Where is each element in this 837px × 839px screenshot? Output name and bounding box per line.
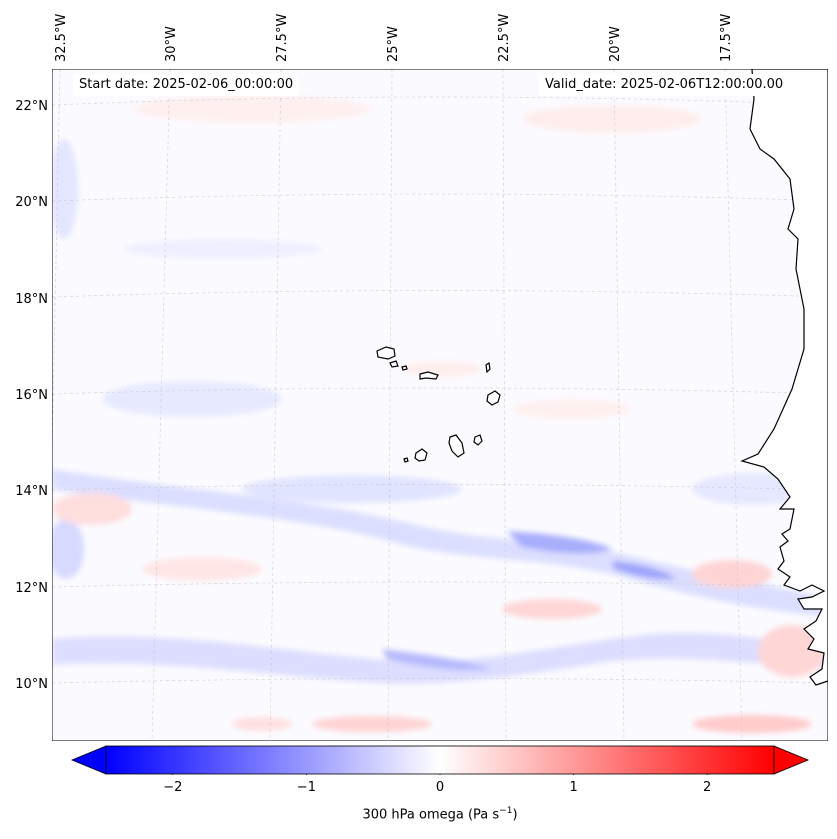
island-fogo [414, 448, 428, 462]
island-sao-nicolau [419, 371, 439, 380]
descent-patch [52, 493, 132, 525]
africa-coastline [740, 69, 828, 686]
island-sal [485, 361, 491, 374]
colorbar [70, 745, 810, 775]
descent-patch [142, 557, 262, 581]
island-santiago [448, 434, 465, 458]
colorbar-tick-label: 1 [569, 780, 578, 795]
descent-patch [692, 715, 812, 733]
descent-patch [522, 105, 702, 133]
descent-patch [402, 361, 482, 377]
omega-field [52, 95, 828, 733]
descent-patch [758, 625, 826, 677]
descent-patch [132, 95, 372, 123]
lon-label: 27.5°W [275, 13, 290, 62]
descent-patch [502, 599, 602, 619]
lon-label: 30°W [164, 26, 179, 62]
colorbar-tick-label: −1 [296, 780, 316, 795]
lat-label: 20°N [15, 195, 48, 210]
ascent-band [52, 632, 828, 684]
ascent-band [52, 469, 828, 617]
colorbar-title-prefix: 300 hPa omega (Pa s [362, 807, 500, 823]
ascent-core [382, 649, 492, 671]
ascent-core [507, 531, 612, 554]
lat-label: 16°N [15, 388, 48, 403]
lon-label: 32.5°W [54, 13, 69, 62]
graticule [52, 69, 828, 741]
colorbar-tick-label: 2 [703, 780, 712, 795]
lat-label: 22°N [15, 99, 48, 114]
cape-verde-islands [376, 346, 501, 463]
colorbar-gradient [105, 745, 775, 775]
colorbar-ticks [172, 774, 708, 775]
descent-patch [512, 399, 632, 419]
valid-date-label: Valid_date: 2025-02-06T12:00:00.00 [539, 74, 790, 96]
descent-patch [692, 560, 772, 588]
lat-label: 10°N [15, 677, 48, 692]
descent-patch [232, 717, 292, 731]
ascent-patch [102, 381, 282, 417]
colorbar-min-extend [70, 745, 107, 775]
lon-label: 17.5°W [719, 13, 734, 62]
colorbar-tick-label: −2 [163, 780, 183, 795]
ascent-core [612, 561, 677, 580]
ascent-patch [52, 519, 84, 579]
colorbar-title-suffix: ) [512, 807, 518, 823]
ascent-patch [122, 239, 322, 259]
lon-label: 25°W [386, 26, 401, 62]
lat-label: 14°N [15, 484, 48, 499]
descent-patch [312, 716, 432, 732]
island-maio [473, 434, 483, 446]
lat-label: 12°N [15, 581, 48, 596]
island-santa-luzia [401, 365, 408, 371]
island-brava [403, 457, 409, 463]
lon-label: 22.5°W [497, 13, 512, 62]
ascent-patch [242, 475, 462, 503]
start-date-label: Start date: 2025-02-06_00:00:00 [73, 74, 300, 96]
colorbar-max-extend [773, 745, 810, 775]
island-sao-vicente [389, 360, 399, 368]
colorbar-tick-label: 0 [435, 780, 445, 795]
colorbar-title-exp: −1 [499, 806, 513, 816]
island-santo-antao [376, 346, 396, 360]
island-boa-vista [486, 390, 501, 406]
lat-label: 18°N [15, 292, 48, 307]
ascent-patch [52, 139, 78, 239]
colorbar-title: 300 hPa omega (Pa s−1) [0, 806, 837, 822]
lon-label: 20°W [608, 26, 623, 62]
map-panel [52, 69, 828, 741]
